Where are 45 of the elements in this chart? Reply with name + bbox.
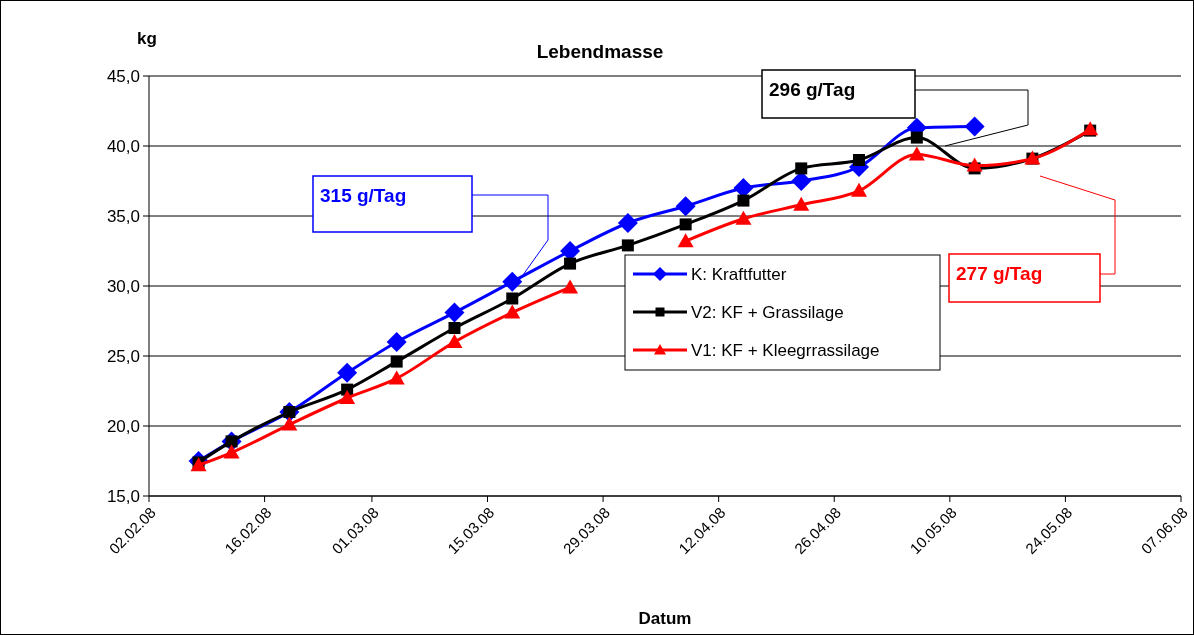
point bbox=[679, 218, 692, 231]
point bbox=[560, 241, 581, 261]
y-tick-label: 20,0 bbox=[106, 417, 140, 436]
y-tick-label: 15,0 bbox=[106, 487, 140, 506]
point bbox=[793, 196, 810, 211]
point bbox=[564, 257, 577, 270]
annotation: 277 g/Tag bbox=[956, 263, 1043, 284]
point bbox=[791, 171, 812, 191]
y-tick-label: 25,0 bbox=[106, 347, 140, 366]
point bbox=[964, 116, 985, 137]
point bbox=[506, 292, 519, 305]
point bbox=[851, 182, 868, 197]
legend-label: V2: KF + Grassilage bbox=[691, 303, 844, 322]
point bbox=[795, 162, 808, 175]
point bbox=[448, 322, 461, 334]
y-tick-label: 40,0 bbox=[106, 137, 140, 156]
point bbox=[502, 271, 523, 292]
y-tick-label: 35,0 bbox=[106, 207, 140, 226]
point bbox=[908, 146, 925, 161]
point bbox=[562, 279, 579, 294]
y-tick-label: 30,0 bbox=[106, 277, 140, 296]
point bbox=[910, 131, 923, 144]
point bbox=[621, 239, 634, 252]
x-axis-title: Datum bbox=[638, 609, 692, 628]
point bbox=[444, 302, 465, 323]
point bbox=[388, 370, 405, 385]
point bbox=[386, 332, 407, 352]
point bbox=[966, 157, 983, 172]
point bbox=[504, 304, 521, 319]
point bbox=[617, 213, 638, 233]
point bbox=[737, 194, 750, 207]
point bbox=[675, 196, 696, 217]
annotation: 315 g/Tag bbox=[320, 185, 407, 206]
y-axis-title: kg bbox=[137, 29, 157, 48]
annotation: 296 g/Tag bbox=[769, 79, 856, 100]
point bbox=[677, 233, 694, 248]
point bbox=[390, 355, 403, 368]
y-tick-label: 45,0 bbox=[106, 67, 140, 86]
point bbox=[853, 154, 866, 166]
legend-label: K: Kraftfutter bbox=[691, 265, 787, 284]
point bbox=[735, 210, 752, 225]
point bbox=[733, 178, 754, 198]
legend-label: V1: KF + Kleegrrassilage bbox=[691, 341, 880, 360]
point bbox=[446, 334, 463, 348]
chart-title: Lebendmasse bbox=[536, 41, 664, 62]
